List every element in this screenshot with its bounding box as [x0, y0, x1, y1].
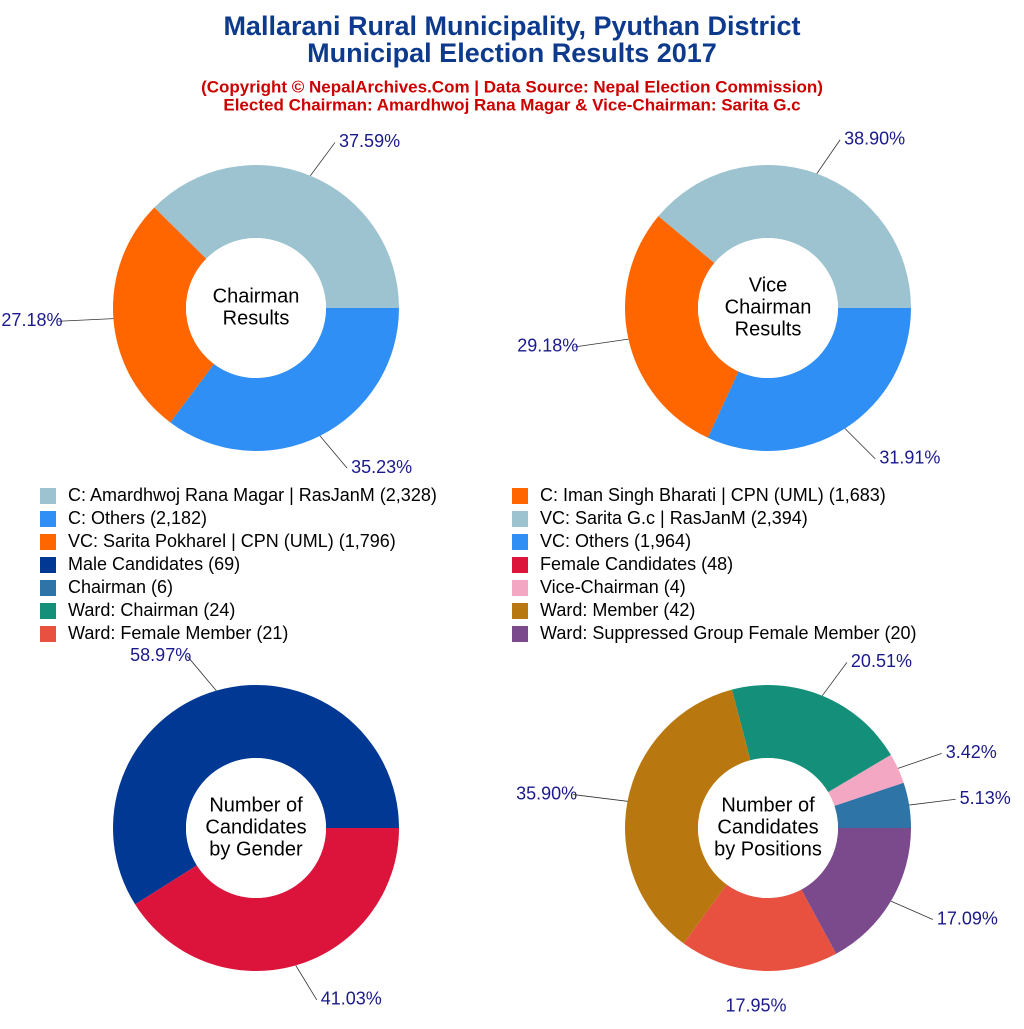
value-label: 20.51%: [851, 651, 912, 671]
slice: [834, 782, 911, 828]
legend-label: VC: Sarita Pokharel | CPN (UML) (1,796): [68, 531, 396, 551]
center-label: Results: [223, 307, 290, 329]
leader-line: [890, 900, 933, 920]
center-label: Candidates: [205, 816, 306, 838]
donut-hole: [186, 758, 326, 898]
legend-label: VC: Sarita G.c | RasJanM (2,394): [540, 508, 808, 528]
legend-swatch: [40, 603, 56, 619]
slice: [801, 828, 911, 954]
slice: [683, 884, 837, 971]
slice: [624, 689, 751, 944]
legend-swatch: [40, 557, 56, 573]
value-label: 35.90%: [516, 783, 577, 803]
value-label: 37.59%: [339, 131, 400, 151]
center-label: Results: [735, 318, 802, 340]
center-label: Chairman: [213, 285, 300, 307]
center-label: Vice: [749, 274, 788, 296]
leader-line: [310, 142, 336, 176]
subtitle: (Copyright © NepalArchives.Com | Data So…: [201, 77, 823, 96]
legend-label: C: Others (2,182): [68, 508, 207, 528]
subtitle: Elected Chairman: Amardhwoj Rana Magar &…: [223, 95, 800, 114]
donut-hole: [698, 238, 838, 378]
leader-line: [295, 965, 318, 1001]
legend-swatch: [512, 626, 528, 642]
leader-line: [186, 655, 217, 691]
legend-label: Ward: Member (42): [540, 600, 695, 620]
slice: [658, 165, 911, 308]
legend-label: Ward: Suppressed Group Female Member (20…: [540, 623, 916, 643]
legend-swatch: [40, 580, 56, 596]
slice: [112, 685, 399, 905]
leader-line: [573, 794, 628, 802]
slice: [731, 685, 891, 793]
legend-label: Male Candidates (69): [68, 554, 240, 574]
slice: [707, 308, 911, 451]
leader-line: [821, 662, 848, 696]
center-label: Number of: [209, 794, 303, 816]
legend-swatch: [40, 626, 56, 642]
legend-label: VC: Others (1,964): [540, 531, 691, 551]
leader-line: [909, 798, 956, 806]
value-label: 31.91%: [879, 448, 940, 468]
center-label: by Positions: [714, 838, 822, 860]
donut-hole: [186, 238, 326, 378]
slice: [624, 216, 739, 438]
legend-swatch: [512, 534, 528, 550]
leader-line: [319, 435, 348, 469]
slice: [828, 754, 904, 806]
legend-label: C: Iman Singh Bharati | CPN (UML) (1,683…: [540, 485, 886, 505]
value-label: 41.03%: [321, 989, 382, 1009]
value-label: 3.42%: [946, 742, 997, 762]
value-label: 38.90%: [844, 129, 905, 149]
value-label: 17.95%: [725, 995, 786, 1015]
slice: [135, 828, 399, 971]
leader-line: [58, 318, 114, 322]
legend-label: Chairman (6): [68, 577, 173, 597]
center-label: by Gender: [209, 838, 303, 860]
value-label: 29.18%: [517, 336, 578, 356]
legend-swatch: [40, 511, 56, 527]
donut-hole: [698, 758, 838, 898]
legend-label: Female Candidates (48): [540, 554, 733, 574]
leader-line: [897, 753, 942, 769]
title: Municipal Election Results 2017: [307, 38, 717, 68]
legend-swatch: [512, 557, 528, 573]
slice: [113, 207, 215, 423]
legend-swatch: [512, 511, 528, 527]
legend-swatch: [40, 534, 56, 550]
value-label: 58.97%: [130, 645, 191, 665]
center-label: Number of: [721, 794, 815, 816]
title: Mallarani Rural Municipality, Pyuthan Di…: [223, 11, 800, 41]
leader-line: [816, 139, 841, 174]
value-label: 5.13%: [960, 788, 1011, 808]
value-label: 35.23%: [351, 457, 412, 477]
legend-label: Ward: Chairman (24): [68, 600, 235, 620]
center-label: Chairman: [725, 296, 812, 318]
legend-label: Vice-Chairman (4): [540, 577, 686, 597]
legend-label: Ward: Female Member (21): [68, 623, 288, 643]
value-label: 27.18%: [1, 310, 62, 330]
legend-swatch: [512, 488, 528, 504]
value-label: 17.09%: [937, 908, 998, 928]
legend-swatch: [40, 488, 56, 504]
legend-label: C: Amardhwoj Rana Magar | RasJanM (2,328…: [68, 485, 437, 505]
legend-swatch: [512, 603, 528, 619]
leader-line: [844, 428, 876, 460]
leader-line: [574, 338, 629, 348]
slice: [170, 308, 399, 451]
slice: [154, 164, 399, 308]
legend-swatch: [512, 580, 528, 596]
center-label: Candidates: [717, 816, 818, 838]
